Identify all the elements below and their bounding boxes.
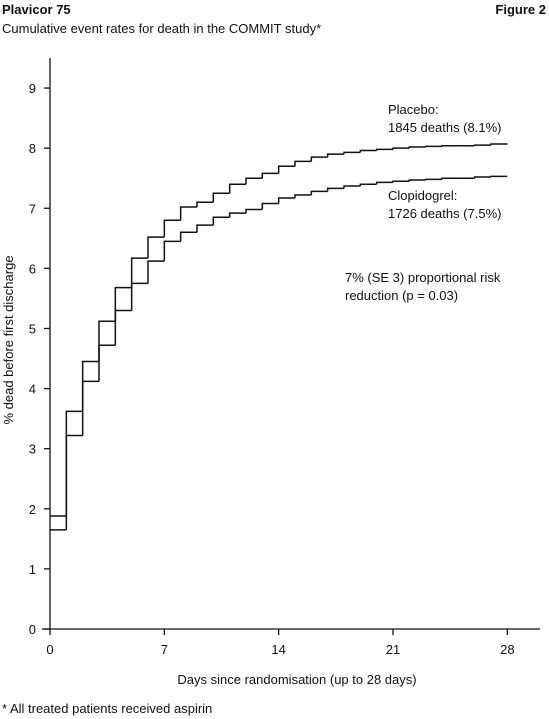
step-segment [179,206,197,221]
annotation: 7% (SE 3) proportional risk [345,270,501,285]
x-tick-label: 7 [161,642,168,657]
step-segment [212,216,230,226]
step-segment [163,240,181,262]
step-segment [473,176,491,179]
step-segment [261,202,279,210]
step-segment [375,148,393,151]
page-title: Plavicor 75 [2,2,71,17]
annotation: Clopidogrel: [388,188,457,203]
y-tick-label: 1 [29,562,36,577]
step-segment [392,147,410,150]
y-tick-label: 5 [29,321,36,336]
y-axis-label: % dead before first discharge [1,255,16,424]
step-segment [147,260,165,284]
y-tick-label: 2 [29,502,36,517]
step-segment [147,236,165,259]
step-segment [359,149,377,153]
step-segment [179,231,197,242]
chart-title: Cumulative event rates for death in the … [2,21,321,36]
annotation: Placebo: [388,102,439,117]
step-segment [375,181,393,185]
step-segment [114,309,132,346]
step-segment [473,144,491,146]
y-tick-label: 8 [29,141,36,156]
y-tick-label: 3 [29,442,36,457]
step-segment [294,194,312,199]
step-segment [294,160,312,167]
step-segment [441,177,459,180]
step-segment [114,286,132,322]
x-tick-label: 14 [271,642,285,657]
step-segment [81,360,99,412]
annotation: 1845 deaths (8.1%) [388,120,501,135]
step-segment [65,410,83,517]
y-tick-label: 4 [29,382,36,397]
y-tick-label: 9 [29,81,36,96]
step-segment [424,178,442,181]
step-segment [163,219,181,238]
step-segment [424,145,442,148]
step-segment [65,434,83,530]
y-tick-label: 7 [29,201,36,216]
step-segment [277,165,295,174]
step-segment [343,151,361,155]
footnote: * All treated patients received aspirin [2,701,212,716]
step-segment [228,212,246,218]
step-segment [98,320,116,362]
step-segment [392,180,410,183]
step-segment [359,183,377,187]
step-segment [343,185,361,189]
step-segment [326,187,344,192]
step-segment [98,344,116,382]
step-segment [228,183,246,194]
step-segment [490,143,508,146]
step-segment [81,380,99,436]
step-segment [245,208,263,214]
x-tick-label: 0 [46,642,53,657]
step-segment [261,172,279,179]
y-tick-label: 0 [29,622,36,637]
step-segment [408,179,426,182]
step-segment [245,177,263,185]
step-segment [408,146,426,149]
x-tick-label: 21 [386,642,400,657]
step-segment [196,224,214,233]
step-segment [310,156,328,162]
x-tick-label: 28 [500,642,514,657]
y-tick-label: 6 [29,261,36,276]
x-axis-label: Days since randomisation (up to 28 days) [177,672,416,687]
step-segment [212,192,230,203]
step-segment [130,282,148,311]
annotation: reduction (p = 0.03) [345,288,458,303]
step-segment [277,197,295,204]
step-segment [441,145,459,147]
figure-label: Figure 2 [495,2,546,17]
step-segment [310,190,328,196]
step-segment [490,175,508,178]
step-segment [196,201,214,208]
step-segment [130,257,148,288]
annotation: 1726 deaths (7.5%) [388,206,501,221]
step-segment [326,153,344,158]
